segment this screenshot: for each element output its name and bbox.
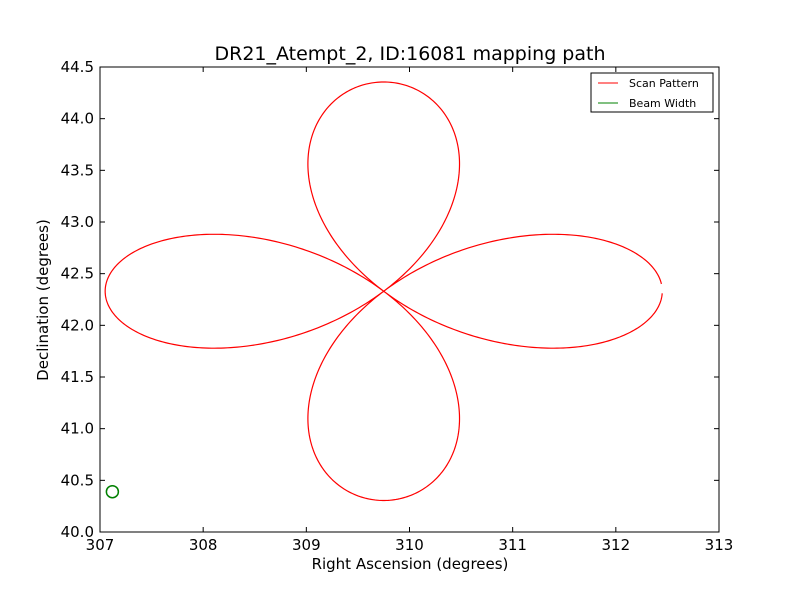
legend-label-beam-width: Beam Width <box>629 97 696 110</box>
y-tick-label: 40.5 <box>61 471 94 489</box>
y-axis-ticks: 40.0 40.5 41.0 41.5 42.0 42.5 43.0 43.5 44.0 44.5 <box>61 58 719 541</box>
x-tick-label: 308 <box>189 536 218 554</box>
x-tick-label: 312 <box>602 536 631 554</box>
x-tick-label: 310 <box>395 536 424 554</box>
x-axis-ticks: 307 308 309 310 311 312 313 <box>86 67 734 554</box>
y-tick-label: 44.0 <box>61 110 94 128</box>
y-tick-label: 41.0 <box>61 420 94 438</box>
x-tick-label: 313 <box>705 536 734 554</box>
x-tick-label: 309 <box>292 536 321 554</box>
y-tick-label: 41.5 <box>61 368 94 386</box>
x-tick-label: 311 <box>498 536 527 554</box>
chart-title: DR21_Atempt_2, ID:16081 mapping path <box>214 43 605 65</box>
y-tick-label: 42.5 <box>61 265 94 283</box>
plot-area <box>99 66 720 533</box>
plot-background <box>100 67 719 532</box>
x-tick-label: 307 <box>86 536 115 554</box>
y-tick-label: 44.5 <box>61 58 94 76</box>
scan-pattern-line <box>104 81 663 502</box>
y-tick-label: 43.5 <box>61 161 94 179</box>
y-axis-label: Declination (degrees) <box>34 219 52 381</box>
x-axis-label: Right Ascension (degrees) <box>312 555 509 573</box>
legend-label-scan-pattern: Scan Pattern <box>629 77 699 90</box>
beam-width-marker <box>105 484 120 499</box>
legend-box <box>590 72 714 113</box>
legend: Scan Pattern Beam Width <box>590 72 714 113</box>
y-tick-label: 42.0 <box>61 316 94 334</box>
y-tick-label: 40.0 <box>61 523 94 541</box>
series-layer <box>104 81 663 502</box>
y-tick-label: 43.0 <box>61 213 94 231</box>
